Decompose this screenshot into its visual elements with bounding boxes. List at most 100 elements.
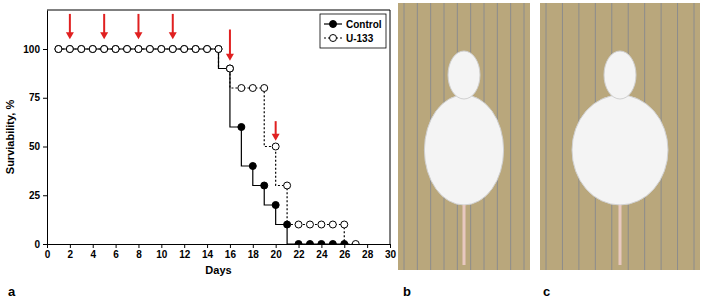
x-tick-mark: [367, 244, 368, 248]
series-marker: [295, 241, 302, 245]
axis-line: [47, 11, 48, 245]
y-tick-label: 100: [23, 44, 40, 55]
series-marker: [78, 46, 85, 53]
x-tick-mark: [344, 244, 345, 248]
x-tick-mark: [70, 244, 71, 248]
y-tick: 25: [29, 190, 47, 201]
x-tick-mark: [93, 244, 94, 248]
x-tick-label: 30: [385, 249, 397, 260]
x-tick-label: 24: [316, 249, 328, 260]
x-tick-label: 8: [136, 249, 142, 260]
series-marker: [124, 46, 131, 53]
mouse-body: [424, 95, 503, 205]
axis-line: [48, 244, 391, 245]
series-line: [58, 49, 355, 244]
series-marker: [329, 241, 336, 245]
photo: [540, 3, 700, 270]
series-marker: [55, 46, 62, 53]
y-tick-mark: [43, 244, 47, 245]
series-marker: [169, 46, 176, 53]
mouse-tail: [619, 205, 622, 265]
mouse-tail: [463, 205, 466, 265]
series-marker: [226, 65, 233, 72]
figure: 0246810121416182022242628300255075100Day…: [0, 0, 705, 305]
cage-bar: [524, 3, 525, 270]
series-marker: [272, 143, 279, 150]
x-tick: 10: [156, 244, 168, 260]
x-tick-label: 16: [225, 249, 237, 260]
x-tick: 26: [339, 244, 351, 260]
series-marker: [261, 85, 268, 92]
series-marker: [78, 46, 85, 53]
series-marker: [101, 46, 108, 53]
x-tick: 22: [293, 244, 305, 260]
series-marker: [146, 46, 153, 53]
arrow: [226, 30, 234, 61]
arrow-head: [169, 32, 177, 39]
x-tick-label: 4: [90, 249, 96, 260]
plot-area: [55, 14, 359, 244]
y-tick-mark: [43, 98, 47, 99]
series-marker: [101, 46, 108, 53]
series-marker: [249, 85, 256, 92]
x-tick-mark: [116, 244, 117, 248]
arrow-shaft: [69, 14, 71, 34]
x-tick: 18: [248, 244, 260, 260]
series-marker: [204, 46, 211, 53]
series-marker: [295, 221, 302, 228]
series-marker: [341, 221, 348, 228]
series-marker: [146, 46, 153, 53]
series-marker: [215, 46, 222, 53]
x-axis: 024681012141618202224262830: [45, 244, 397, 260]
series-marker: [261, 182, 268, 189]
arrow-head: [66, 32, 74, 39]
mouse-head: [448, 51, 480, 99]
y-tick: 100: [23, 44, 47, 55]
series-marker: [181, 46, 188, 53]
panel-label: b: [403, 284, 411, 299]
series-marker: [158, 46, 165, 53]
y-tick: 75: [29, 92, 47, 103]
series-marker: [238, 85, 245, 92]
y-tick-label: 50: [29, 141, 41, 152]
series-marker: [55, 46, 62, 53]
series-marker: [135, 46, 142, 53]
y-tick-label: 0: [34, 239, 40, 250]
series-marker: [318, 221, 325, 228]
series-marker: [306, 241, 313, 245]
x-tick-label: 28: [362, 249, 374, 260]
series-marker: [352, 241, 359, 245]
x-tick: 30: [385, 244, 397, 260]
arrow-shaft: [103, 14, 105, 34]
x-tick: 4: [90, 244, 96, 260]
x-tick: 0: [45, 244, 51, 260]
x-tick-label: 26: [339, 249, 351, 260]
x-tick-mark: [184, 244, 185, 248]
series-marker: [226, 65, 233, 72]
arrow-head: [134, 32, 142, 39]
photo-background: [398, 3, 530, 270]
x-tick: 14: [202, 244, 214, 260]
y-tick: 0: [34, 239, 47, 250]
x-tick: 2: [68, 244, 74, 260]
series-marker: [169, 46, 176, 53]
cage-bar: [546, 3, 547, 270]
y-tick: 50: [29, 141, 47, 152]
arrow: [169, 14, 177, 39]
x-tick-label: 14: [202, 249, 214, 260]
series-marker: [89, 46, 96, 53]
series-marker: [318, 241, 325, 245]
x-tick-label: 20: [271, 249, 283, 260]
series-marker: [249, 163, 256, 170]
x-tick: 24: [316, 244, 328, 260]
x-tick-mark: [276, 244, 277, 248]
x-tick-mark: [230, 244, 231, 248]
series-marker: [158, 46, 165, 53]
photo: [398, 3, 530, 270]
cage-bar: [510, 3, 511, 270]
plot-frame: [47, 10, 390, 244]
series-marker: [238, 124, 245, 131]
y-tick-label: 75: [29, 92, 41, 103]
x-tick: 20: [271, 244, 283, 260]
series-marker: [112, 46, 119, 53]
